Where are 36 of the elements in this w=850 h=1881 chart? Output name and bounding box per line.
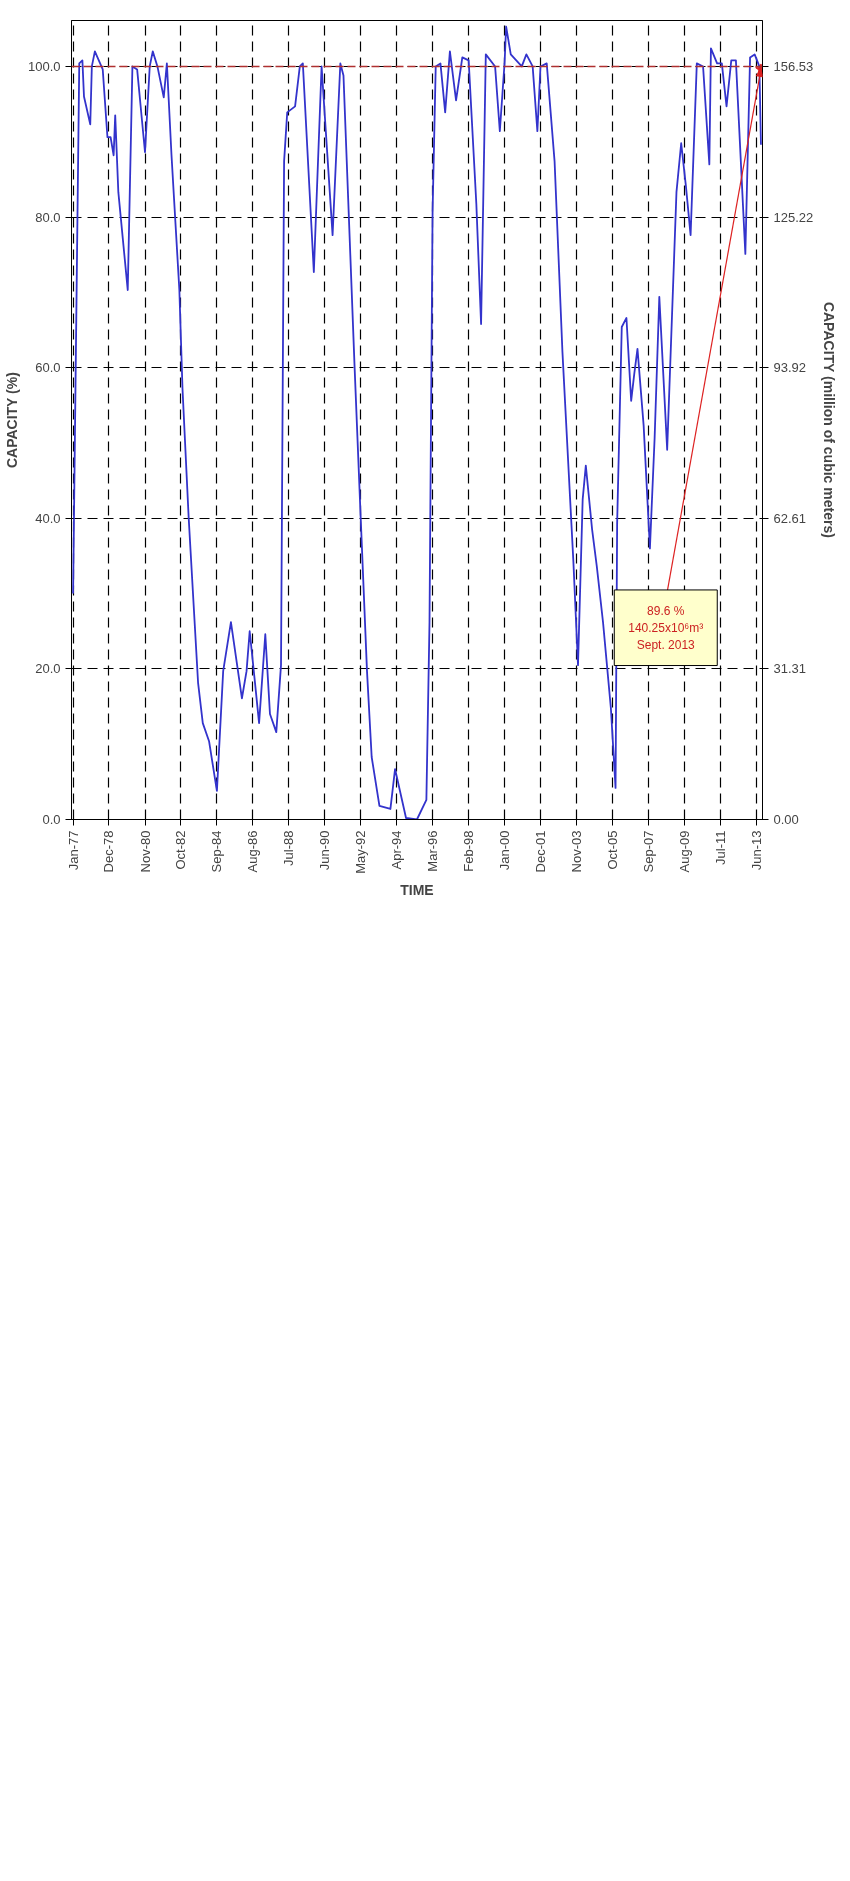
- x-tick-label: Jul-11: [712, 830, 728, 865]
- y2-tick-label: 125.22: [773, 209, 814, 225]
- y-axis-title: CAPACITY (%): [3, 372, 20, 469]
- x-tick-label: Oct-05: [604, 830, 620, 870]
- x-tick-label: Dec-01: [533, 830, 548, 873]
- annotation: 89.6 % 140.25x10⁶m³ Sept. 2013: [628, 603, 704, 652]
- y-tick-label: 0.0: [42, 812, 61, 827]
- x-tick-label: Sep-07: [640, 830, 656, 873]
- y-tick-label: 20.0: [35, 661, 61, 677]
- x-tick-label: Jan-77: [65, 830, 81, 871]
- y-tick-label: 100.0: [27, 58, 61, 74]
- y2-tick-label: 93.92: [773, 360, 807, 376]
- x-tick-label: Nov-03: [568, 830, 584, 873]
- y-tick-label: 40.0: [35, 510, 61, 526]
- y2-tick-label: 0.00: [773, 812, 799, 827]
- x-tick-label: Nov-80: [137, 830, 153, 873]
- y-tick-label: 60.0: [35, 360, 61, 376]
- y2-tick-label: 156.53: [773, 59, 814, 75]
- y-tick-label: 80.0: [35, 209, 61, 225]
- y2-tick-label: 31.31: [773, 661, 807, 677]
- x-tick-label: Feb-98: [461, 830, 477, 872]
- x-tick-label: Aug-86: [245, 830, 261, 873]
- x-tick-label: Dec-78: [101, 830, 117, 873]
- x-tick-label: Mar-96: [425, 830, 441, 872]
- x-tick-label: Jun-13: [748, 830, 764, 871]
- y2-tick-label: 62.61: [773, 510, 807, 526]
- x-tick-label: Jun-90: [317, 830, 333, 871]
- x-tick-label: Sep-84: [209, 830, 225, 873]
- y2-axis-title: CAPACITY (million of cubic meters): [821, 301, 838, 538]
- x-axis-title: TIME: [400, 881, 434, 898]
- x-tick-label: May-92: [353, 830, 369, 874]
- x-tick-label: Apr-94: [389, 830, 405, 870]
- x-tick-label: Jul-88: [281, 830, 297, 866]
- x-tick-label: Aug-09: [676, 830, 692, 873]
- x-tick-label: Oct-82: [173, 830, 189, 870]
- x-tick-label: Jan-00: [497, 830, 513, 871]
